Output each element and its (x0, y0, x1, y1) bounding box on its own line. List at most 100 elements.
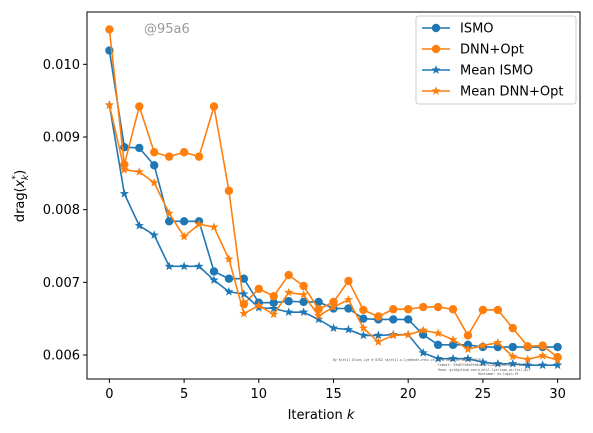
data-point (284, 270, 293, 280)
footnote-line: Hostname: eu-login-19 (478, 372, 518, 376)
data-point (269, 303, 279, 313)
data-point (299, 289, 309, 299)
x-tick-label: 15 (325, 387, 342, 402)
data-point (179, 217, 189, 226)
data-point (239, 274, 249, 283)
data-point (284, 297, 293, 306)
data-point (135, 143, 144, 153)
data-point (328, 302, 339, 311)
data-point (134, 220, 144, 230)
data-point (553, 360, 563, 370)
data-point (224, 186, 234, 195)
data-point (179, 261, 189, 271)
legend-entry: ISMO (422, 22, 494, 37)
data-point (269, 309, 279, 319)
data-point (403, 329, 413, 339)
data-point (105, 25, 114, 34)
data-point (164, 152, 174, 161)
data-point (284, 287, 294, 297)
data-point (179, 231, 189, 241)
series-mean-ismo (104, 100, 563, 370)
data-point (493, 305, 503, 315)
data-point (463, 331, 473, 340)
data-point (164, 208, 174, 218)
legend-label: Mean ISMO (460, 64, 533, 79)
data-point (388, 330, 398, 340)
data-point (299, 307, 309, 317)
data-point (508, 342, 517, 352)
data-point (150, 161, 159, 170)
data-point (359, 314, 368, 323)
data-point (508, 351, 518, 361)
data-point (104, 100, 114, 109)
x-tick-label: 30 (549, 387, 566, 402)
legend-entry: Mean DNN+Opt (422, 85, 564, 100)
legend-label: DNN+Opt (460, 43, 524, 58)
x-tick-label: 10 (251, 387, 268, 402)
data-point (299, 297, 308, 307)
data-point (403, 305, 413, 314)
legend-marker (431, 44, 441, 54)
data-point (149, 177, 159, 187)
data-point (433, 340, 443, 350)
data-point (538, 341, 547, 350)
data-point (284, 307, 294, 317)
x-tick-label: 5 (180, 387, 188, 402)
data-point (269, 298, 278, 307)
data-point (299, 281, 308, 291)
data-point (224, 254, 234, 263)
legend-marker (431, 23, 441, 33)
data-point (119, 164, 129, 174)
data-point (224, 286, 234, 296)
data-point (209, 275, 219, 285)
data-point (448, 334, 458, 344)
data-point (314, 305, 323, 314)
data-point (329, 297, 338, 307)
data-point (344, 304, 353, 313)
data-point (403, 315, 413, 324)
data-point (463, 353, 473, 363)
data-point (553, 355, 563, 364)
plot-marks (104, 25, 563, 370)
data-point (149, 230, 159, 239)
y-axis-label: drag(x*k) (11, 170, 31, 222)
data-point (478, 357, 488, 367)
data-point (418, 325, 428, 335)
x-tick-label: 25 (475, 387, 492, 402)
legend: ISMO DNN+Opt Mean ISMO Mean DNN+Opt (415, 15, 577, 105)
data-point (523, 360, 533, 370)
data-point (328, 323, 339, 333)
series-dnn-opt (105, 25, 562, 362)
data-point (239, 289, 249, 298)
data-point (523, 342, 532, 351)
footnote-line: Commit: 93a87fe8e9fe0caa5fc2dd0d7a8e12f3… (438, 363, 530, 367)
data-point (433, 302, 443, 312)
data-point (135, 102, 144, 111)
data-point (239, 308, 249, 318)
data-point (358, 323, 368, 333)
data-point (254, 284, 264, 294)
data-point (254, 300, 264, 310)
data-point (389, 315, 398, 324)
legend-label: ISMO (460, 22, 494, 37)
data-point (314, 297, 323, 307)
data-point (269, 291, 278, 301)
data-point (493, 358, 503, 368)
y-tick-label: 0.008 (43, 203, 80, 218)
data-point (194, 261, 204, 271)
data-point (343, 324, 353, 334)
data-point (553, 342, 562, 352)
footnote-line: Repo: git@github.com:kjetil-lye/ismo_air… (438, 368, 530, 372)
data-point (150, 148, 159, 157)
legend-entry: DNN+Opt (422, 43, 524, 58)
legend-marker (431, 65, 441, 74)
data-point (478, 340, 488, 350)
x-axis-label: Iteration k (288, 408, 355, 423)
data-point (433, 328, 443, 338)
legend-frame (415, 15, 577, 105)
data-point (343, 294, 353, 304)
data-point (164, 217, 174, 226)
data-point (389, 305, 398, 314)
data-point (358, 330, 368, 340)
